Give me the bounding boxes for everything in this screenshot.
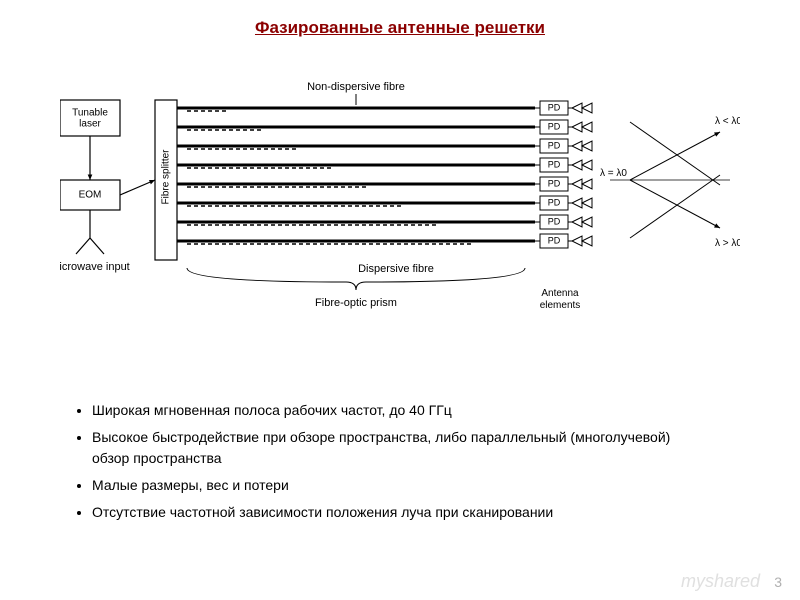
svg-text:PD: PD — [548, 197, 561, 207]
watermark: myshared — [681, 571, 760, 592]
list-item: Малые размеры, вес и потери — [92, 475, 710, 496]
svg-text:Microwave input: Microwave input — [60, 261, 130, 273]
list-item: Широкая мгновенная полоса рабочих частот… — [92, 400, 710, 421]
svg-text:λ < λ0: λ < λ0 — [715, 116, 740, 127]
bullet-list: Широкая мгновенная полоса рабочих частот… — [70, 400, 710, 529]
list-item: Высокое быстродействие при обзоре простр… — [92, 427, 710, 469]
svg-text:EOM: EOM — [79, 190, 102, 201]
svg-text:Dispersive fibre: Dispersive fibre — [358, 263, 434, 275]
optical-phased-array-diagram: Tunablelaser EOM Microwave input Fibre spli… — [60, 60, 740, 360]
svg-text:λ = λ0: λ = λ0 — [600, 168, 627, 179]
svg-text:PD: PD — [548, 235, 561, 245]
svg-text:Fibre-optic prism: Fibre-optic prism — [315, 297, 397, 309]
svg-text:λ > λ0: λ > λ0 — [715, 238, 740, 249]
svg-text:Antenna: Antenna — [541, 288, 579, 299]
svg-text:PD: PD — [548, 178, 561, 188]
svg-text:laser: laser — [79, 119, 101, 130]
svg-text:PD: PD — [548, 121, 561, 131]
svg-text:Tunable: Tunable — [72, 108, 108, 119]
svg-text:Fibre splitter: Fibre splitter — [161, 149, 172, 205]
svg-text:PD: PD — [548, 159, 561, 169]
page-number: 3 — [774, 574, 782, 590]
svg-text:PD: PD — [548, 216, 561, 226]
svg-text:PD: PD — [548, 102, 561, 112]
svg-text:elements: elements — [540, 300, 581, 311]
svg-text:Non-dispersive fibre: Non-dispersive fibre — [307, 81, 405, 93]
svg-text:PD: PD — [548, 140, 561, 150]
page-title: Фазированные антенные решетки — [0, 0, 800, 38]
list-item: Отсутствие частотной зависимости положен… — [92, 502, 710, 523]
